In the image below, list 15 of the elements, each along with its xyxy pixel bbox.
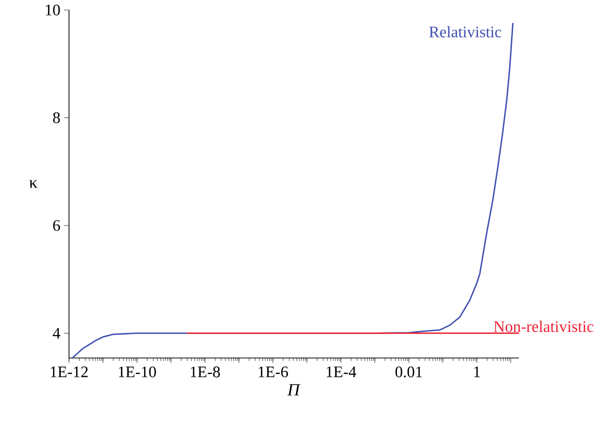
x-tick-label: 1E-8 — [190, 366, 220, 378]
y-tick-label: 10 — [46, 4, 60, 16]
y-axis-title: κ — [29, 180, 38, 188]
series-label: Non-relativistic — [494, 320, 594, 332]
x-tick-label: 1E-4 — [326, 366, 356, 378]
x-axis-title: Π — [287, 384, 301, 396]
x-tick-label: 1E-10 — [118, 366, 156, 378]
x-tick-label: 1E-12 — [50, 366, 88, 378]
y-tick-label: 6 — [53, 220, 60, 231]
series-label: Relativistic — [429, 26, 502, 38]
y-tick-label: 8 — [53, 112, 60, 124]
y-tick-label: 4 — [52, 328, 60, 338]
x-tick-label: 0.01 — [395, 366, 422, 378]
x-tick-label: 1E-6 — [258, 366, 288, 378]
x-tick-label: 1 — [474, 366, 480, 378]
